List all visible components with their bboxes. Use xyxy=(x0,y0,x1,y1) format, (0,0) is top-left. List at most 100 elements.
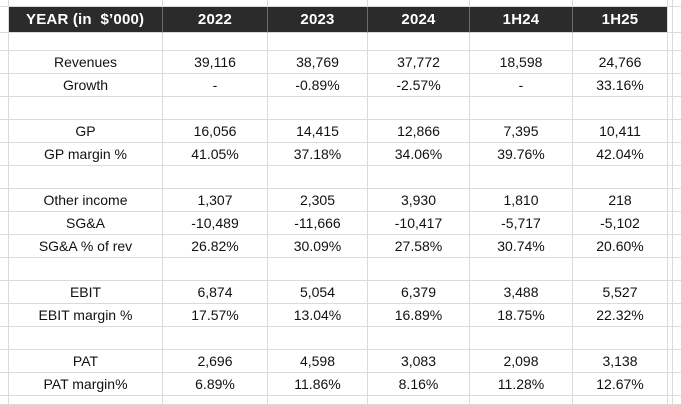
cell-pat-margin-1h24[interactable]: 11.28% xyxy=(470,373,573,396)
empty-cell[interactable] xyxy=(470,33,573,51)
cell-ebit-1h24[interactable]: 3,488 xyxy=(470,281,573,304)
header-col-1h25[interactable]: 1H25 xyxy=(573,7,668,33)
cell-revenues-1h25[interactable]: 24,766 xyxy=(573,51,668,74)
header-col-1h24[interactable]: 1H24 xyxy=(470,7,573,33)
empty-cell[interactable] xyxy=(470,327,573,350)
cell-gp-margin-2022[interactable]: 41.05% xyxy=(163,143,268,166)
empty-cell[interactable] xyxy=(163,327,268,350)
cell-sg-a-of-rev-2023[interactable]: 30.09% xyxy=(268,235,368,258)
empty-cell[interactable] xyxy=(268,33,368,51)
cell-other-income-2022[interactable]: 1,307 xyxy=(163,189,268,212)
cell-pat-1h24[interactable]: 2,098 xyxy=(470,350,573,373)
empty-cell[interactable] xyxy=(573,97,668,120)
empty-cell[interactable] xyxy=(470,97,573,120)
cell-ebit-margin-2023[interactable]: 13.04% xyxy=(268,304,368,327)
empty-cell[interactable] xyxy=(163,258,268,281)
row-label-pat[interactable]: PAT xyxy=(9,350,163,373)
cell-pat-2022[interactable]: 2,696 xyxy=(163,350,268,373)
empty-cell[interactable] xyxy=(268,327,368,350)
empty-cell[interactable] xyxy=(163,97,268,120)
cell-ebit-margin-2024[interactable]: 16.89% xyxy=(368,304,470,327)
header-col-2022[interactable]: 2022 xyxy=(163,7,268,33)
empty-cell[interactable] xyxy=(573,166,668,189)
cell-gp-1h24[interactable]: 7,395 xyxy=(470,120,573,143)
empty-cell[interactable] xyxy=(9,258,163,281)
empty-cell[interactable] xyxy=(163,33,268,51)
empty-cell[interactable] xyxy=(268,166,368,189)
empty-cell[interactable] xyxy=(9,327,163,350)
cell-ebit-1h25[interactable]: 5,527 xyxy=(573,281,668,304)
row-label-revenues[interactable]: Revenues xyxy=(9,51,163,74)
empty-cell[interactable] xyxy=(368,327,470,350)
empty-cell[interactable] xyxy=(368,97,470,120)
cell-sg-a-2024[interactable]: -10,417 xyxy=(368,212,470,235)
cell-ebit-2023[interactable]: 5,054 xyxy=(268,281,368,304)
empty-cell[interactable] xyxy=(368,258,470,281)
cell-ebit-margin-2022[interactable]: 17.57% xyxy=(163,304,268,327)
cell-other-income-1h24[interactable]: 1,810 xyxy=(470,189,573,212)
header-col-2024[interactable]: 2024 xyxy=(368,7,470,33)
row-label-pat-margin[interactable]: PAT margin% xyxy=(9,373,163,396)
empty-cell[interactable] xyxy=(573,327,668,350)
cell-pat-1h25[interactable]: 3,138 xyxy=(573,350,668,373)
cell-pat-margin-2023[interactable]: 11.86% xyxy=(268,373,368,396)
cell-pat-margin-2022[interactable]: 6.89% xyxy=(163,373,268,396)
empty-cell[interactable] xyxy=(9,97,163,120)
row-label-gp-margin[interactable]: GP margin % xyxy=(9,143,163,166)
empty-cell[interactable] xyxy=(368,33,470,51)
header-year-label[interactable]: YEAR (in $’000) xyxy=(9,7,163,33)
cell-growth-2024[interactable]: -2.57% xyxy=(368,74,470,97)
row-label-ebit-margin[interactable]: EBIT margin % xyxy=(9,304,163,327)
cell-ebit-2022[interactable]: 6,874 xyxy=(163,281,268,304)
empty-cell[interactable] xyxy=(368,166,470,189)
empty-cell[interactable] xyxy=(573,258,668,281)
cell-other-income-2024[interactable]: 3,930 xyxy=(368,189,470,212)
cell-ebit-margin-1h25[interactable]: 22.32% xyxy=(573,304,668,327)
row-label-other-income[interactable]: Other income xyxy=(9,189,163,212)
row-label-sg-a-of-rev[interactable]: SG&A % of rev xyxy=(9,235,163,258)
cell-pat-margin-2024[interactable]: 8.16% xyxy=(368,373,470,396)
cell-revenues-1h24[interactable]: 18,598 xyxy=(470,51,573,74)
cell-growth-2022[interactable]: - xyxy=(163,74,268,97)
cell-sg-a-1h24[interactable]: -5,717 xyxy=(470,212,573,235)
cell-sg-a-1h25[interactable]: -5,102 xyxy=(573,212,668,235)
cell-ebit-2024[interactable]: 6,379 xyxy=(368,281,470,304)
cell-growth-1h25[interactable]: 33.16% xyxy=(573,74,668,97)
cell-gp-margin-2023[interactable]: 37.18% xyxy=(268,143,368,166)
cell-gp-2022[interactable]: 16,056 xyxy=(163,120,268,143)
cell-growth-2023[interactable]: -0.89% xyxy=(268,74,368,97)
cell-sg-a-2023[interactable]: -11,666 xyxy=(268,212,368,235)
cell-sg-a-of-rev-2022[interactable]: 26.82% xyxy=(163,235,268,258)
empty-cell[interactable] xyxy=(163,166,268,189)
empty-cell[interactable] xyxy=(268,97,368,120)
empty-cell[interactable] xyxy=(9,33,163,51)
empty-cell[interactable] xyxy=(470,166,573,189)
cell-sg-a-of-rev-2024[interactable]: 27.58% xyxy=(368,235,470,258)
empty-cell[interactable] xyxy=(573,33,668,51)
cell-revenues-2024[interactable]: 37,772 xyxy=(368,51,470,74)
empty-cell[interactable] xyxy=(268,258,368,281)
cell-sg-a-2022[interactable]: -10,489 xyxy=(163,212,268,235)
cell-gp-margin-1h24[interactable]: 39.76% xyxy=(470,143,573,166)
empty-cell[interactable] xyxy=(9,166,163,189)
cell-other-income-2023[interactable]: 2,305 xyxy=(268,189,368,212)
cell-revenues-2023[interactable]: 38,769 xyxy=(268,51,368,74)
cell-pat-margin-1h25[interactable]: 12.67% xyxy=(573,373,668,396)
cell-gp-margin-1h25[interactable]: 42.04% xyxy=(573,143,668,166)
cell-gp-1h25[interactable]: 10,411 xyxy=(573,120,668,143)
cell-ebit-margin-1h24[interactable]: 18.75% xyxy=(470,304,573,327)
cell-pat-2023[interactable]: 4,598 xyxy=(268,350,368,373)
cell-sg-a-of-rev-1h25[interactable]: 20.60% xyxy=(573,235,668,258)
cell-growth-1h24[interactable]: - xyxy=(470,74,573,97)
row-label-growth[interactable]: Growth xyxy=(9,74,163,97)
row-label-gp[interactable]: GP xyxy=(9,120,163,143)
cell-gp-margin-2024[interactable]: 34.06% xyxy=(368,143,470,166)
cell-gp-2024[interactable]: 12,866 xyxy=(368,120,470,143)
cell-gp-2023[interactable]: 14,415 xyxy=(268,120,368,143)
cell-revenues-2022[interactable]: 39,116 xyxy=(163,51,268,74)
row-label-ebit[interactable]: EBIT xyxy=(9,281,163,304)
cell-sg-a-of-rev-1h24[interactable]: 30.74% xyxy=(470,235,573,258)
cell-pat-2024[interactable]: 3,083 xyxy=(368,350,470,373)
row-label-sg-a[interactable]: SG&A xyxy=(9,212,163,235)
cell-other-income-1h25[interactable]: 218 xyxy=(573,189,668,212)
